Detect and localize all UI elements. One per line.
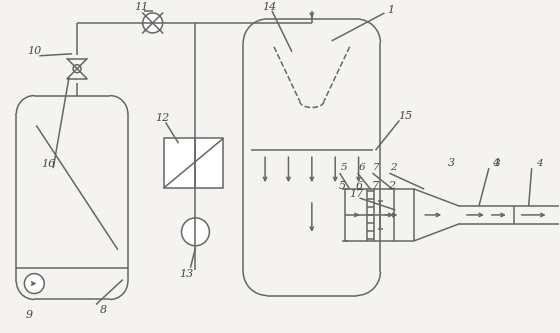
Text: 4: 4: [492, 158, 500, 168]
Circle shape: [181, 218, 209, 246]
Text: 9: 9: [26, 310, 33, 320]
Text: 7: 7: [372, 181, 379, 191]
Text: 5: 5: [340, 163, 347, 172]
Text: 14: 14: [262, 2, 276, 12]
Text: 7: 7: [373, 163, 380, 172]
Bar: [164, 138, 223, 188]
Circle shape: [143, 13, 162, 33]
Text: 4: 4: [536, 159, 543, 168]
Text: 17: 17: [349, 189, 363, 199]
Circle shape: [25, 274, 44, 293]
Text: 5: 5: [339, 181, 346, 191]
Text: 11: 11: [134, 2, 149, 12]
Text: 13: 13: [179, 269, 194, 279]
Text: 3: 3: [493, 159, 500, 168]
Text: 8: 8: [99, 305, 106, 315]
Text: 2: 2: [390, 163, 396, 172]
Circle shape: [73, 65, 81, 73]
Text: 3: 3: [447, 158, 455, 168]
Text: 12: 12: [156, 114, 170, 124]
Text: 6: 6: [356, 181, 363, 191]
Text: 6: 6: [358, 163, 365, 172]
Text: 16: 16: [41, 159, 55, 169]
Text: 1: 1: [387, 5, 394, 15]
Text: 10: 10: [27, 46, 41, 56]
Text: 2: 2: [388, 181, 395, 191]
Text: 15: 15: [398, 112, 413, 122]
